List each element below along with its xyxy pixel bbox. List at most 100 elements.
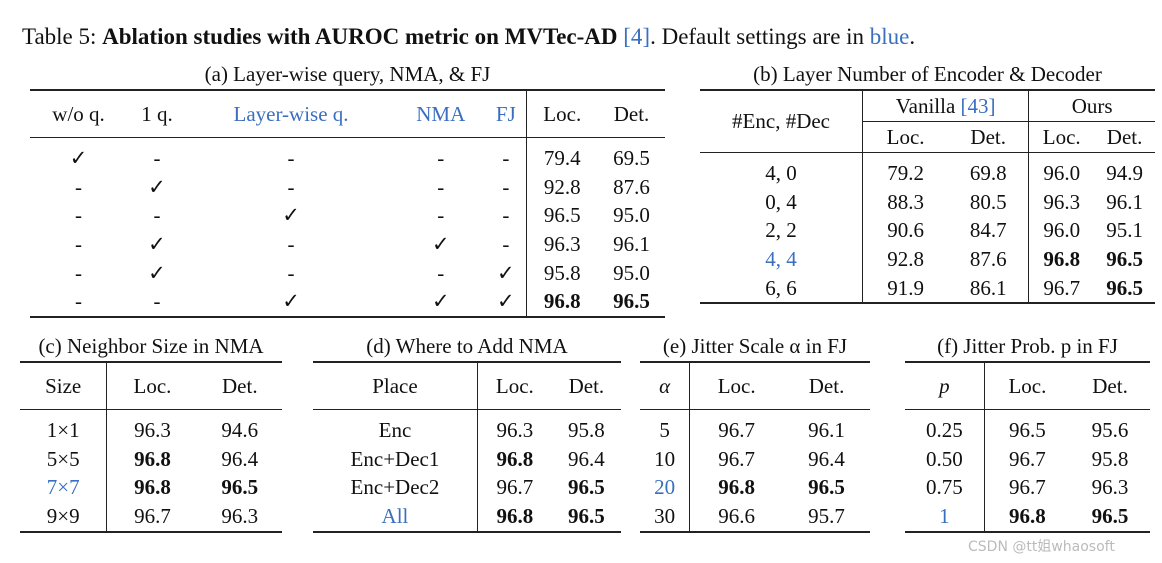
table-body: 5 96.7 96.1 10 96.7 96.4 20 96.8 96.5 30 96.6 95.7 (640, 409, 870, 532)
header-cell: Det. (197, 362, 282, 410)
row: 6, 6 91.9 86.1 96.7 96.5 (700, 273, 1155, 304)
cell: 0.50 (925, 446, 963, 471)
sub-table: (a) Layer-wise query, NMA, & FJ w/o q. 1 q… (30, 62, 665, 319)
cell: 96.8 (106, 444, 198, 474)
cell: 20 (654, 475, 676, 500)
cell: 30 (654, 503, 676, 528)
cell: 88.3 (862, 187, 949, 217)
header-cell: Det. (1070, 362, 1150, 410)
cell: 96.6 (689, 502, 784, 532)
header-cell: α (640, 362, 690, 410)
header-cell: Loc. (106, 362, 198, 410)
cell: 94.9 (1106, 160, 1143, 185)
cell: Enc+Dec2 (350, 475, 440, 500)
caption: Table 5: Ablation studies with AUROC met… (22, 24, 1157, 50)
cell: 79.4 (525, 137, 598, 173)
cell: 96.8 (689, 473, 784, 503)
header-cell: Loc. (476, 362, 552, 410)
header-row: α Loc. Det. (640, 362, 870, 410)
cell: - (287, 231, 295, 256)
sub-table-title: (b) Layer Number of Encoder & Decoder (753, 62, 1102, 86)
caption-bold: Ablation studies with AUROC metric on MV… (102, 24, 618, 49)
table-head: α Loc. Det. (640, 362, 870, 410)
header-cell: Det. (598, 90, 665, 138)
cell: 0.25 (925, 417, 963, 442)
header-cell: FJ (486, 90, 527, 138)
header-cell: p (905, 362, 985, 410)
sub-table: (e) Jitter Scale α in FJ α Loc. Det. 5 96.7 96… (640, 334, 870, 533)
cell: 9×9 (46, 503, 80, 528)
row: 4, 0 79.2 69.8 96.0 94.9 (700, 152, 1155, 188)
header-cell: #Enc, #Dec (700, 90, 863, 153)
cell: 96.0 (1028, 216, 1095, 246)
cell: 96.4 (221, 446, 259, 471)
cell: 96.7 (689, 409, 784, 445)
sub-table-title: (c) Neighbor Size in NMA (38, 334, 264, 358)
cell: ✓ (148, 231, 166, 256)
cell: 96.5 (1106, 246, 1143, 271)
cell: 96.5 (808, 475, 845, 500)
table-body: ✓ - - - -79.4 69.5- ✓ - - -92.8 87.6- - ✓ - -96.5 95.0-… (30, 137, 665, 318)
header-cell: Place (313, 362, 478, 410)
cell: 96.3 (106, 409, 198, 445)
header-cell: Loc. (1028, 121, 1095, 153)
cell: 96.1 (613, 231, 650, 256)
row: 0.75 96.7 96.3 (905, 473, 1150, 503)
header-cell: Layer-wise q. (186, 90, 396, 138)
cell: ✓ (431, 231, 450, 256)
table: α Loc. Det. 5 96.7 96.1 10 96.7 96.4 20 96.8 96.5 30… (640, 361, 870, 533)
cell: 95.8 (568, 417, 605, 442)
cell: - (75, 174, 83, 199)
table-head: p Loc. Det. (905, 362, 1150, 410)
row: All 96.8 96.5 (313, 502, 621, 532)
cell: 96.7 (689, 444, 784, 474)
row: 2, 2 90.6 84.7 96.0 95.1 (700, 216, 1155, 246)
cell: 7×7 (46, 475, 80, 500)
group-header: Ours (1028, 90, 1155, 122)
cell: ✓ (497, 289, 515, 314)
row: 0.25 96.5 95.6 (905, 409, 1150, 445)
row: 5×5 96.8 96.4 (20, 444, 282, 474)
cell: 96.0 (1028, 152, 1095, 188)
cell: - (287, 260, 295, 285)
cell: - (153, 145, 161, 170)
table-body: Enc 96.3 95.8 Enc+Dec1 96.8 96.4 Enc+Dec2 96.7 9… (313, 409, 621, 532)
cell: 95.0 (613, 260, 650, 285)
cell: - (287, 174, 295, 199)
cell: 96.5 (568, 503, 605, 528)
table-body: 0.25 96.5 95.6 0.50 96.7 95.8 0.75 96.7 96.3 1 96.… (905, 409, 1150, 532)
header-cell: 1 q. (127, 90, 187, 138)
cell: 94.6 (221, 417, 259, 442)
cell: 96.7 (983, 473, 1071, 503)
cell: 96.5 (568, 475, 605, 500)
cell: 96.3 (525, 230, 598, 259)
cell: 2, 2 (765, 218, 797, 243)
cell: 96.8 (476, 444, 552, 474)
cell: 96.3 (1091, 475, 1129, 500)
table-body: 1×1 96.3 94.6 5×5 96.8 96.4 7×7 96.8 96.5 9×9 96.7… (20, 409, 282, 532)
cell: - (75, 203, 83, 228)
cell: ✓ (282, 203, 300, 228)
cell: ✓ (148, 260, 166, 285)
cell: - (502, 145, 510, 170)
row: - - ✓ ✓ ✓ 96.8 96.5 (30, 287, 665, 318)
cell: - (437, 260, 445, 285)
group-ref: [43] (960, 93, 996, 118)
header-cell: Loc. (862, 121, 949, 153)
cell: 96.7 (1028, 273, 1095, 304)
table: #Enc, #Dec Vanilla [43] Ours Loc. Det. Loc. De… (700, 89, 1155, 305)
table: w/o q. 1 q. Layer-wise q. NMA FJ Loc. Det. ✓ - - -… (30, 89, 665, 319)
cell: 96.5 (221, 475, 259, 500)
row: 5 96.7 96.1 (640, 409, 870, 445)
cell: 96.1 (1106, 189, 1143, 214)
header-cell: w/o q. (30, 90, 128, 138)
cell: 96.5 (525, 201, 598, 231)
row: - ✓ - - -92.8 87.6 (30, 172, 665, 202)
cell: 95.7 (808, 503, 845, 528)
row: 20 96.8 96.5 (640, 473, 870, 503)
caption-blue: blue (869, 24, 910, 49)
cell: ✓ (497, 260, 515, 285)
table: Size Loc. Det. 1×1 96.3 94.6 5×5 96.8 96.4 7×7 96.… (20, 361, 282, 533)
cell: 95.6 (1091, 417, 1129, 442)
cell: 95.0 (613, 203, 650, 228)
